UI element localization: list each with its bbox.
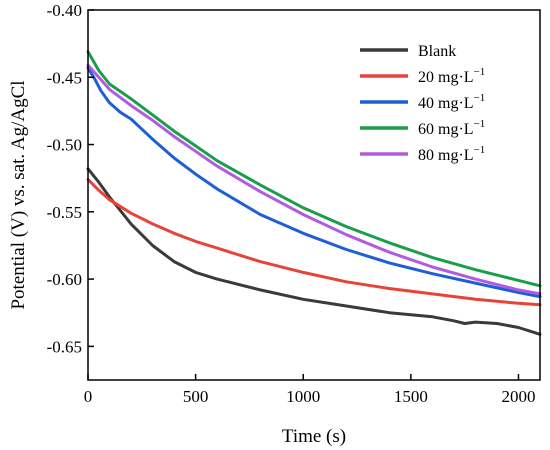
y-tick-label: -0.55 — [47, 203, 82, 222]
legend-label-1: Blank — [418, 43, 456, 60]
legend: Blank 20 mg·L−1 40 mg·L−1 60 mg·L−1 80 mg·L−… — [360, 43, 485, 164]
x-tick-label: 500 — [183, 387, 209, 406]
y-axis-label: Potential (V) vs. sat. Ag/AgCl — [8, 80, 29, 309]
tick-labels: 0 500 1000 1500 2000 -0.65 -0.60 -0.55 -0.50 -0.4… — [47, 1, 536, 406]
legend-label-5: 80 mg·L−1 — [418, 144, 485, 164]
plot-frame — [87, 9, 541, 381]
series-line-1 — [86, 167, 542, 336]
y-tick-label: -0.40 — [47, 1, 82, 20]
legend-label-2: 20 mg·L−1 — [418, 66, 485, 86]
series-line-2 — [86, 178, 542, 307]
legend-label-3: 40 mg·L−1 — [418, 92, 485, 112]
series-lines — [86, 50, 542, 336]
x-tick-label: 2000 — [501, 387, 535, 406]
y-tick-label: -0.45 — [47, 68, 82, 87]
y-tick-label: -0.60 — [47, 270, 82, 289]
legend-label-4: 60 mg·L−1 — [418, 118, 485, 138]
x-tick-label: 0 — [84, 387, 93, 406]
x-tick-label: 1500 — [394, 387, 428, 406]
series-line-4 — [86, 50, 542, 288]
axis-ticks — [87, 9, 520, 380]
x-axis-label: Time (s) — [282, 426, 346, 447]
series-line-5 — [86, 63, 542, 296]
x-tick-label: 1000 — [286, 387, 320, 406]
y-tick-label: -0.50 — [47, 136, 82, 155]
series-line-3 — [86, 66, 542, 299]
y-tick-label: -0.65 — [47, 337, 82, 356]
